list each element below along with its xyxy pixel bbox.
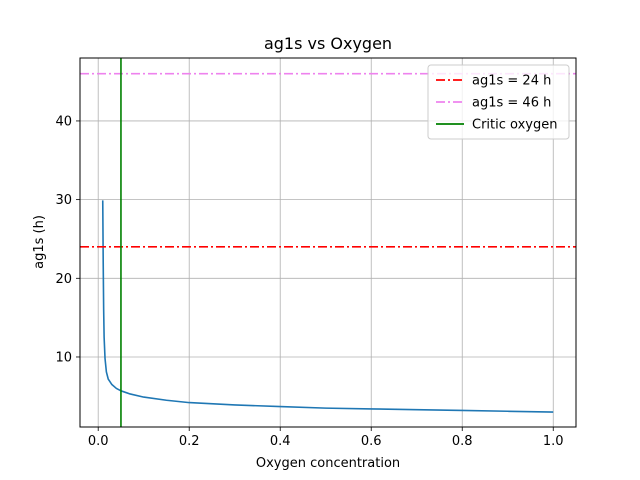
x-tick-label: 0.6 xyxy=(361,434,382,449)
ticks: 0.0 0.2 0.4 0.6 0.8 1.0 10 20 30 40 xyxy=(55,114,563,449)
y-tick-label: 20 xyxy=(55,272,72,287)
x-tick-label: 0.0 xyxy=(88,434,109,449)
series-ag1s-curve xyxy=(101,200,554,413)
y-axis-title: ag1s (h) xyxy=(32,215,47,269)
legend-label: ag1s = 24 h xyxy=(472,74,551,89)
x-tick-label: 0.2 xyxy=(179,434,200,449)
y-tick-label: 30 xyxy=(55,193,72,208)
x-axis-title: Oxygen concentration xyxy=(256,456,400,471)
y-tick-label: 40 xyxy=(55,114,72,129)
legend-label: Critic oxygen xyxy=(472,118,557,133)
chart-title: ag1s vs Oxygen xyxy=(264,34,392,53)
x-tick-label: 0.4 xyxy=(270,434,291,449)
y-tick-label: 10 xyxy=(55,350,72,365)
x-tick-label: 0.8 xyxy=(452,434,473,449)
legend-label: ag1s = 46 h xyxy=(472,96,551,111)
plot-frame xyxy=(79,57,577,428)
x-tick-label: 1.0 xyxy=(543,434,564,449)
legend-box xyxy=(427,64,570,140)
legend: ag1s = 24 h ag1s = 46 h Critic oxygen xyxy=(427,64,570,140)
